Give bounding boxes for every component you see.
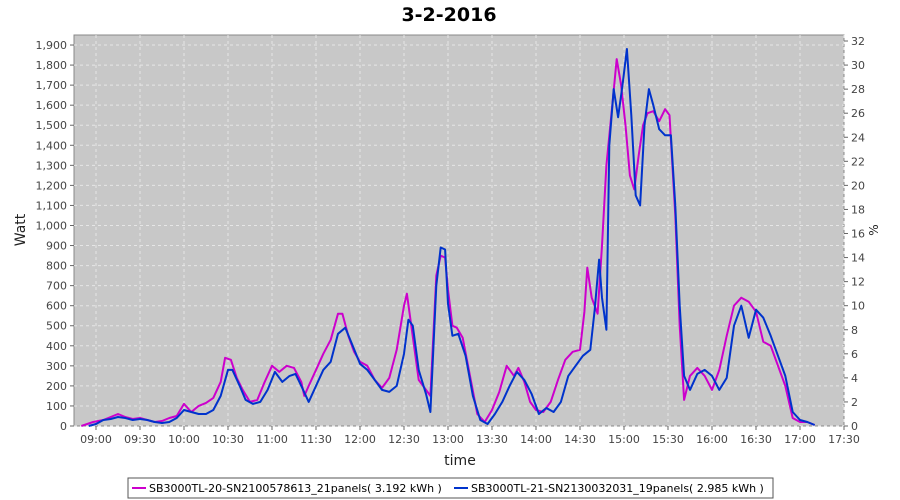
x-tick-label: 10:00	[168, 433, 200, 446]
y2-tick-label: 4	[851, 372, 858, 385]
legend-label-series-2: SB3000TL-21-SN2130032031_19panels( 2.985…	[471, 482, 764, 495]
x-tick-label: 12:30	[388, 433, 420, 446]
y-axis-ticks: 0 100 200 300 400 500 600 700 800 900 1,000 1,100 1,…	[36, 39, 74, 433]
x-tick-label: 11:00	[256, 433, 288, 446]
y-tick-label: 700	[46, 280, 67, 293]
y2-tick-label: 16	[851, 228, 865, 241]
legend-box	[127, 477, 774, 499]
x-tick-label: 15:30	[652, 433, 684, 446]
x-tick-label: 14:00	[520, 433, 552, 446]
y2-tick-label: 32	[851, 35, 865, 48]
y2-tick-label: 0	[851, 420, 858, 433]
legend-label-series-1: SB3000TL-20-SN2100578613_21panels( 3.192…	[149, 482, 442, 495]
x-tick-label: 10:30	[212, 433, 244, 446]
y2-tick-label: 12	[851, 276, 865, 289]
series-lines	[80, 48, 816, 427]
y-tick-label: 1,400	[36, 139, 68, 152]
x-tick-label: 11:30	[300, 433, 332, 446]
x-tick-label: 09:00	[80, 433, 112, 446]
y-tick-label: 1,200	[36, 179, 68, 192]
y2-tick-label: 30	[851, 59, 865, 72]
y-tick-label: 300	[46, 360, 67, 373]
y-tick-label: 1,800	[36, 59, 68, 72]
y2-tick-label: 18	[851, 203, 865, 216]
chart-title: 3-2-2016	[401, 4, 496, 26]
x-tick-label: 12:00	[344, 433, 376, 446]
y-tick-label: 200	[46, 380, 67, 393]
y-axis-label: Watt	[13, 213, 29, 246]
x-tick-label: 13:30	[476, 433, 508, 446]
y2-tick-label: 22	[851, 155, 865, 168]
grid-lines	[74, 35, 845, 427]
y2-tick-label: 28	[851, 83, 865, 96]
y2-tick-label: 26	[851, 107, 865, 120]
y2-tick-label: 20	[851, 179, 865, 192]
x-tick-label: 09:30	[124, 433, 156, 446]
plot-area	[73, 34, 845, 427]
y-tick-label: 800	[46, 260, 67, 273]
y-tick-label: 1,300	[36, 159, 68, 172]
series-line-2	[88, 48, 816, 427]
x-tick-label: 17:30	[828, 433, 860, 446]
y2-tick-label: 24	[851, 131, 865, 144]
y-tick-label: 1,500	[36, 119, 68, 132]
y-tick-label: 1,000	[36, 219, 68, 232]
x-tick-label: 14:30	[564, 433, 596, 446]
x-axis-label: time	[444, 453, 476, 469]
y-tick-label: 1,100	[36, 199, 68, 212]
y-tick-label: 1,600	[36, 99, 68, 112]
y2-tick-label: 2	[851, 396, 858, 409]
x-axis-ticks: 09:00 09:30 10:00 10:30 11:00 11:30 12:00 12:30…	[80, 426, 860, 446]
x-tick-label: 13:00	[432, 433, 464, 446]
y2-tick-label: 10	[851, 300, 865, 313]
y2-tick-label: 6	[851, 348, 858, 361]
y-tick-label: 1,900	[36, 39, 68, 52]
y2-tick-label: 14	[851, 252, 865, 265]
y-tick-label: 400	[46, 340, 67, 353]
legend: SB3000TL-20-SN2100578613_21panels( 3.192…	[127, 477, 774, 499]
x-tick-label: 16:30	[740, 433, 772, 446]
y-tick-label: 0	[60, 420, 67, 433]
y2-axis-label: %	[867, 224, 881, 235]
x-tick-label: 17:00	[784, 433, 816, 446]
y-tick-label: 600	[46, 300, 67, 313]
y-tick-label: 1,700	[36, 79, 68, 92]
y-tick-label: 900	[46, 240, 67, 253]
y-tick-label: 500	[46, 320, 67, 333]
y-tick-label: 100	[46, 400, 67, 413]
y2-tick-label: 8	[851, 324, 858, 337]
x-tick-label: 16:00	[696, 433, 728, 446]
x-tick-label: 15:00	[608, 433, 640, 446]
